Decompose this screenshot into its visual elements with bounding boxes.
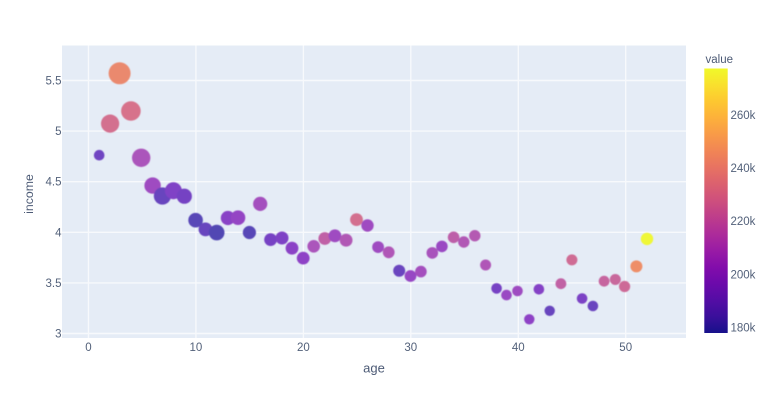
svg-text:5.5: 5.5 [46, 76, 62, 88]
svg-text:50: 50 [619, 342, 632, 354]
svg-text:5: 5 [55, 126, 61, 138]
svg-text:200k: 200k [731, 269, 756, 281]
svg-text:age: age [363, 361, 385, 376]
svg-text:240k: 240k [731, 163, 756, 175]
svg-text:220k: 220k [731, 216, 756, 228]
svg-text:260k: 260k [731, 110, 756, 122]
svg-text:10: 10 [190, 342, 203, 354]
svg-text:0: 0 [85, 342, 91, 354]
svg-text:20: 20 [297, 342, 310, 354]
svg-text:4: 4 [55, 227, 62, 239]
svg-text:40: 40 [512, 342, 525, 354]
svg-text:3: 3 [55, 329, 61, 341]
svg-text:180k: 180k [731, 323, 756, 335]
svg-text:30: 30 [404, 342, 417, 354]
svg-text:3.5: 3.5 [46, 278, 62, 290]
svg-text:4.5: 4.5 [46, 177, 62, 189]
svg-text:income: income [22, 174, 36, 214]
svg-text:value: value [706, 54, 734, 66]
